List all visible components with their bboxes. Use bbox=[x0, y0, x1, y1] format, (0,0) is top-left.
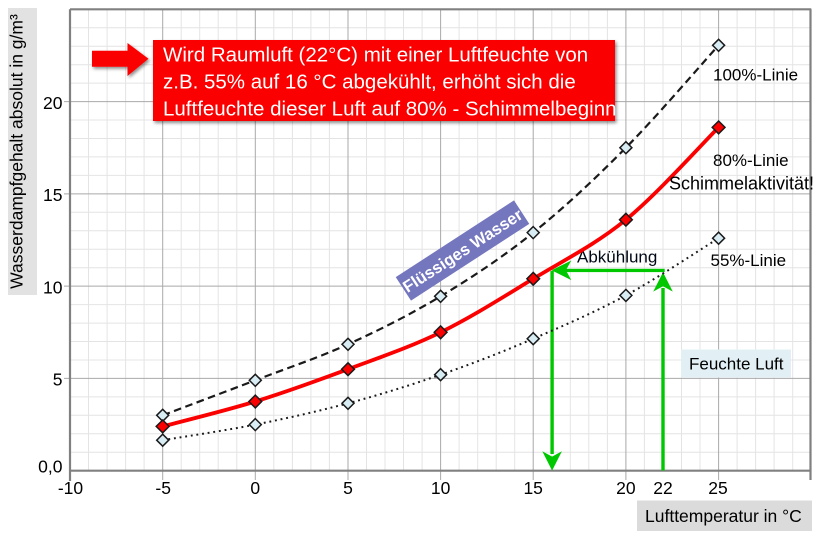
svg-text:15: 15 bbox=[523, 478, 542, 498]
svg-text:80%-Linie: 80%-Linie bbox=[713, 151, 789, 170]
svg-text:25: 25 bbox=[708, 478, 727, 498]
svg-text:10: 10 bbox=[43, 277, 63, 297]
svg-text:15: 15 bbox=[43, 185, 62, 205]
svg-text:0,0: 0,0 bbox=[38, 457, 63, 477]
svg-text:10: 10 bbox=[431, 478, 451, 498]
svg-text:Schimmelaktivität!: Schimmelaktivität! bbox=[669, 174, 814, 194]
svg-text:22: 22 bbox=[653, 478, 672, 498]
svg-text:-5: -5 bbox=[155, 478, 171, 498]
svg-text:5: 5 bbox=[343, 478, 353, 498]
svg-text:Wasserdampfgehalt absolut in g: Wasserdampfgehalt absolut in g/m³ bbox=[7, 14, 27, 289]
svg-text:5: 5 bbox=[53, 370, 63, 390]
svg-text:Luftfeuchte dieser Luft auf 80: Luftfeuchte dieser Luft auf 80% - Schimm… bbox=[163, 98, 617, 121]
svg-text:Abkühlung: Abkühlung bbox=[577, 248, 657, 267]
svg-text:55%-Linie: 55%-Linie bbox=[711, 251, 787, 270]
svg-text:z.B. 55% auf 16 °C abgekühlt,: z.B. 55% auf 16 °C abgekühlt, erhöht sic… bbox=[163, 71, 576, 94]
svg-text:Lufttemperatur in °C: Lufttemperatur in °C bbox=[645, 506, 802, 526]
svg-text:-10: -10 bbox=[58, 478, 84, 498]
svg-text:0: 0 bbox=[250, 478, 260, 498]
svg-text:100%-Linie: 100%-Linie bbox=[713, 66, 798, 85]
svg-text:Wird Raumluft (22°C) mit einer: Wird Raumluft (22°C) mit einer Luftfeuch… bbox=[163, 44, 588, 67]
svg-text:20: 20 bbox=[616, 478, 636, 498]
svg-text:20: 20 bbox=[43, 93, 63, 113]
svg-text:Feuchte Luft: Feuchte Luft bbox=[689, 355, 784, 374]
